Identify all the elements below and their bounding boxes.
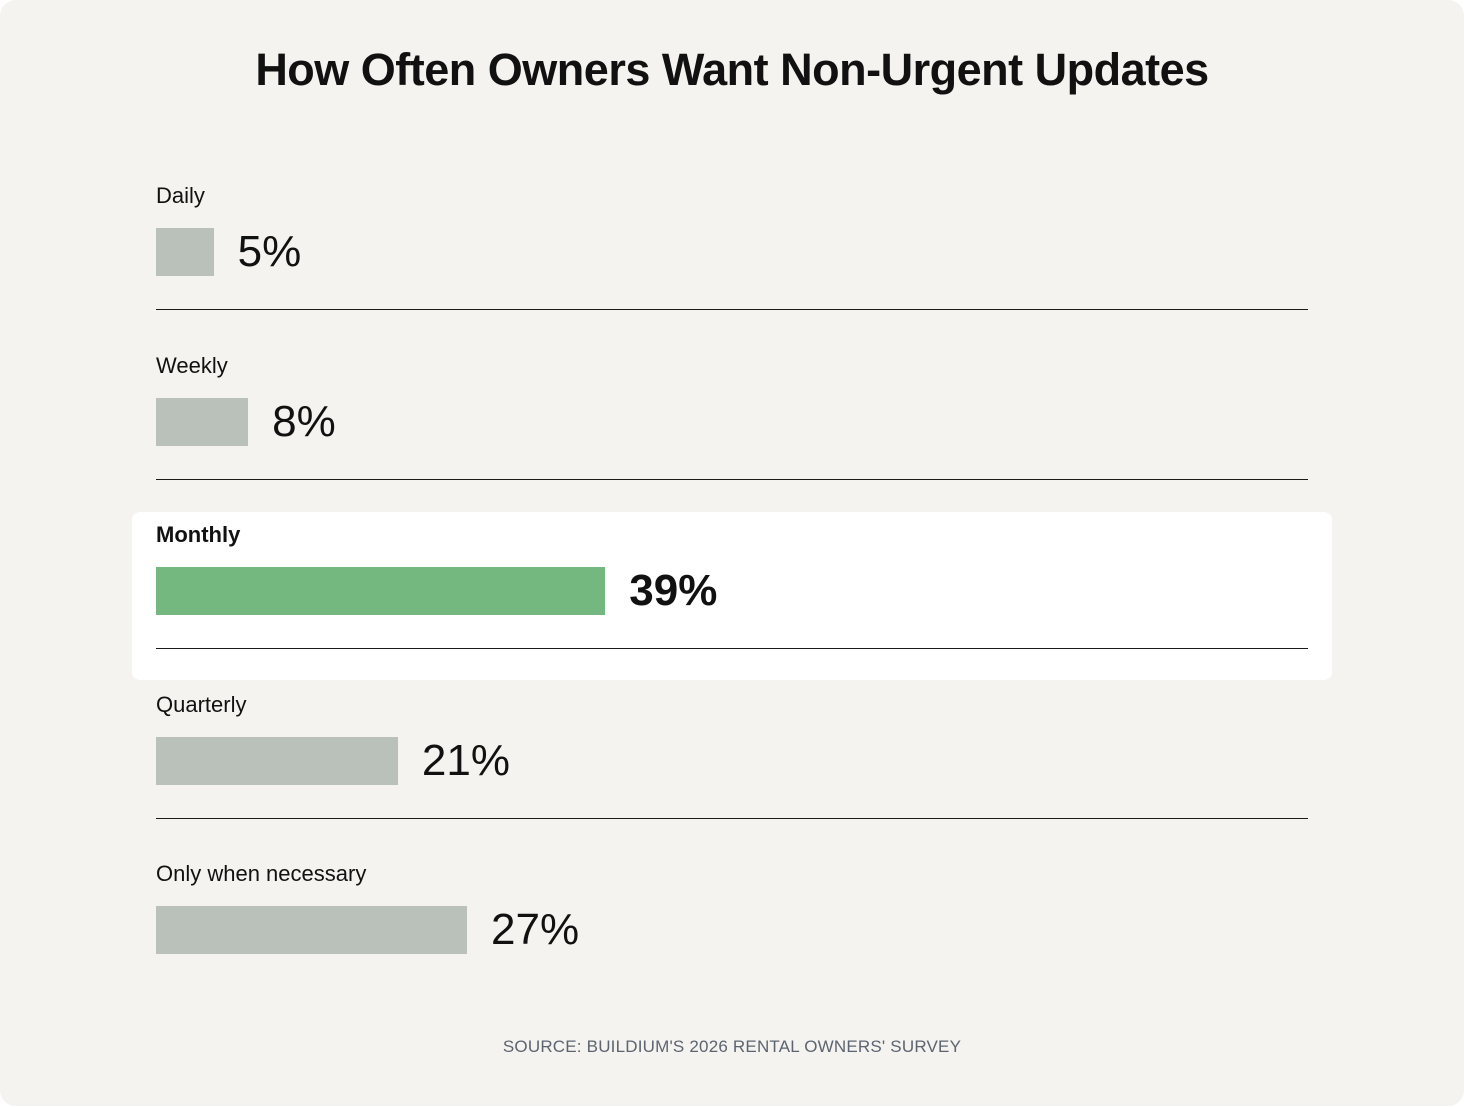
bar-row-weekly: Weekly 8% [156, 353, 1308, 523]
bar [156, 397, 249, 446]
chart-title: How Often Owners Want Non-Urgent Updates [255, 44, 1209, 95]
bar-row-monthly: Monthly 39% [132, 512, 1332, 692]
row-divider [156, 309, 1308, 310]
value-label: 8% [272, 396, 336, 446]
row-divider [156, 478, 1308, 480]
row-divider [156, 817, 1308, 819]
chart-source-note: SOURCE: BUILDIUM'S 2026 RENTAL OWNERS' S… [502, 1037, 962, 1056]
bar [156, 567, 606, 615]
bar [156, 228, 214, 276]
value-label: 27% [491, 905, 580, 954]
category-label: Quarterly [156, 691, 247, 717]
bar [156, 736, 398, 785]
category-label: Only when necessary [156, 861, 367, 886]
value-label: 5% [237, 227, 302, 276]
value-label: 39% [629, 566, 718, 615]
value-label: 21% [421, 735, 510, 785]
category-label: Weekly [156, 352, 228, 378]
bar [156, 906, 468, 954]
category-label: Daily [156, 183, 205, 208]
bar-row-only-when-necessary: Only when necessary 27% [156, 861, 1308, 1031]
row-divider [156, 648, 1308, 649]
category-label: Monthly [156, 522, 241, 547]
bar-row-daily: Daily 5% [156, 183, 1308, 353]
bar-row-quarterly: Quarterly 21% [156, 692, 1308, 862]
